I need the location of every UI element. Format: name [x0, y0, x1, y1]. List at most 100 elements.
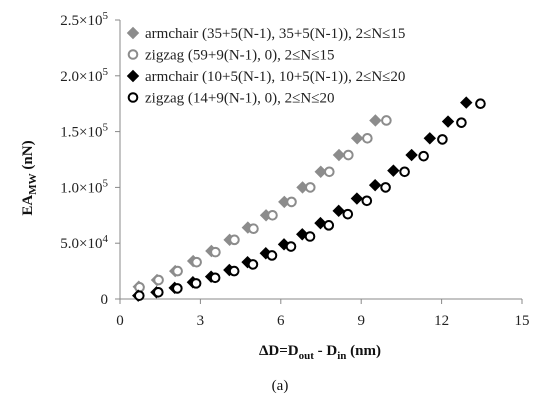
series-2: [134, 115, 392, 293]
data-point: [369, 114, 382, 127]
legend-item-3: armchair (10+5(N-1), 10+5(N-1)), 2≤N≤20: [126, 69, 405, 85]
data-point: [441, 115, 455, 128]
data-point: [332, 148, 346, 162]
data-point: [172, 265, 183, 277]
data-point: [418, 150, 429, 162]
data-point: [286, 196, 297, 208]
legend-marker: [127, 49, 139, 60]
x-tick-label: 12: [434, 313, 449, 329]
x-axis-title-sub2: in: [337, 350, 346, 362]
series-layer: [132, 96, 486, 302]
data-point: [314, 216, 327, 230]
data-point: [172, 283, 183, 294]
data-point: [247, 259, 259, 270]
legend-label: armchair (10+5(N-1), 10+5(N-1)), 2≤N≤20: [145, 69, 405, 85]
data-point: [153, 287, 164, 298]
y-tick-label: 2.5×105: [60, 10, 108, 29]
y-tick-label-mantissa: 2.5×10: [60, 13, 102, 29]
x-tick-label: 9: [357, 313, 365, 329]
data-point: [332, 204, 345, 218]
plot-area: 0 3 6 9 12 15 05.0×1041.0×1051.5×1052.0×1052.…: [60, 10, 529, 329]
data-point: [133, 290, 145, 301]
y-tick-label: 0: [101, 292, 109, 308]
data-point: [460, 96, 473, 109]
data-point: [350, 132, 364, 145]
data-point: [387, 164, 400, 177]
data-point: [456, 117, 467, 128]
y-tick-label-mantissa: 2.0×10: [60, 69, 102, 85]
legend-item-4: zigzag (14+9(N-1), 0), 2≤N≤20: [127, 91, 334, 107]
series-3: [132, 96, 473, 302]
data-point: [304, 231, 316, 242]
y-tick-label: 1.0×105: [60, 177, 108, 196]
y-tick-label-exponent: 5: [103, 122, 109, 134]
x-axis-ticks: 0 3 6 9 12 15: [116, 299, 530, 329]
y-tick-label-mantissa: 5.0×10: [60, 236, 102, 252]
y-tick-label-mantissa: 1.0×10: [60, 180, 102, 196]
data-point: [475, 98, 486, 109]
data-point: [368, 178, 382, 192]
legend-label: zigzag (59+9(N-1), 0), 2≤N≤15: [145, 48, 334, 64]
y-tick-label-exponent: 5: [103, 177, 109, 189]
data-point: [153, 274, 164, 286]
y-tick-label-exponent: 5: [103, 10, 109, 22]
data-point: [285, 241, 297, 252]
y-tick-label-exponent: 4: [103, 233, 109, 245]
y-axis-title: EAMW (nN): [20, 140, 39, 215]
x-tick-label: 3: [197, 313, 205, 329]
x-axis-title-sub1: out: [299, 350, 315, 362]
y-tick-label-mantissa: 1.5×10: [60, 125, 102, 141]
series-4: [133, 98, 486, 301]
data-point: [304, 182, 316, 193]
data-point: [380, 182, 391, 193]
x-tick-label: 15: [515, 313, 530, 329]
data-point: [399, 166, 410, 178]
data-point: [229, 234, 240, 246]
data-point: [324, 166, 335, 178]
data-point: [423, 132, 437, 145]
y-tick-label-exponent: 5: [103, 66, 109, 78]
x-tick-label: 6: [277, 313, 285, 329]
data-point: [343, 149, 354, 161]
legend-marker: [126, 26, 140, 40]
figure-caption: (a): [272, 378, 289, 394]
data-point: [209, 272, 221, 284]
y-axis-title-main: EA: [20, 195, 36, 216]
y-axis-title-tail: (nN): [20, 140, 36, 173]
data-point: [405, 148, 418, 162]
legend-label: armchair (35+5(N-1), 35+5(N-1)), 2≤N≤15: [145, 26, 405, 42]
y-tick-label: 5.0×104: [60, 233, 108, 252]
data-point: [267, 210, 278, 221]
data-point: [228, 265, 240, 277]
legend: armchair (35+5(N-1), 35+5(N-1)), 2≤N≤15 z…: [126, 26, 405, 107]
data-point: [362, 132, 373, 144]
legend-label: zigzag (14+9(N-1), 0), 2≤N≤20: [145, 91, 334, 107]
x-axis-title: ΔD=Dout - Din (nm): [259, 343, 381, 362]
data-point: [190, 278, 202, 289]
legend-marker: [127, 92, 139, 103]
y-tick-label: 1.5×105: [60, 122, 108, 141]
data-point: [134, 281, 145, 293]
x-axis-title-mid: - D: [314, 343, 337, 359]
y-tick-label-mantissa: 0: [101, 292, 109, 308]
data-point: [210, 246, 221, 258]
data-point: [191, 256, 202, 268]
data-point: [266, 250, 278, 261]
data-point: [342, 208, 354, 220]
data-point: [381, 115, 392, 126]
data-point: [361, 195, 373, 207]
legend-item-2: zigzag (59+9(N-1), 0), 2≤N≤15: [127, 48, 334, 64]
data-point: [323, 220, 335, 231]
legend-item-1: armchair (35+5(N-1), 35+5(N-1)), 2≤N≤15: [126, 26, 405, 42]
data-point: [248, 223, 259, 234]
x-tick-label: 0: [116, 313, 124, 329]
y-tick-label: 2.0×105: [60, 66, 108, 85]
x-axis-title-tail: (nm): [346, 343, 381, 359]
y-axis-title-sub: MW: [27, 173, 39, 194]
data-point: [437, 134, 448, 145]
legend-marker: [126, 69, 140, 83]
data-point: [350, 192, 364, 205]
x-axis-title-main: ΔD=D: [259, 343, 299, 359]
